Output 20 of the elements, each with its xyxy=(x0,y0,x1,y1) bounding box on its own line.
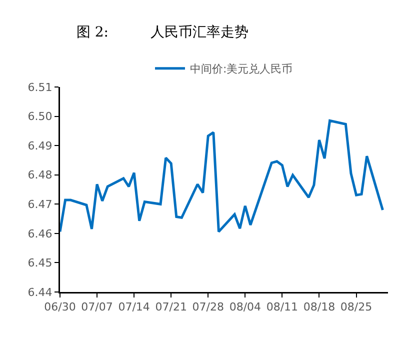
x-tick-label: 08/25 xyxy=(340,300,372,314)
y-tick-label: 6.51 xyxy=(28,80,52,94)
y-tick-label: 6.46 xyxy=(28,227,52,240)
y-tick-label: 6.48 xyxy=(28,168,52,182)
chart-title: 图 2: 人民币汇率走势 xyxy=(76,24,248,40)
line-series xyxy=(60,119,384,233)
x-tick-label: 07/14 xyxy=(118,300,150,314)
x-tick-label: 08/11 xyxy=(266,300,298,314)
legend-label: 中间价:美元兑人民币 xyxy=(190,62,293,76)
y-tick-label: 6.49 xyxy=(28,139,52,152)
x-tick-label: 08/04 xyxy=(229,300,262,314)
x-tick-label: 07/21 xyxy=(155,300,187,314)
y-tick-label: 6.45 xyxy=(28,256,52,270)
y-tick-label: 6.47 xyxy=(28,198,52,211)
y-tick-label: 6.44 xyxy=(28,286,52,299)
y-tick-label: 6.50 xyxy=(28,110,52,124)
x-tick-label: 08/18 xyxy=(303,300,336,314)
x-tick-label: 07/07 xyxy=(81,300,113,314)
x-tick-label: 07/28 xyxy=(192,300,224,314)
x-tick-label: 06/30 xyxy=(44,300,76,314)
